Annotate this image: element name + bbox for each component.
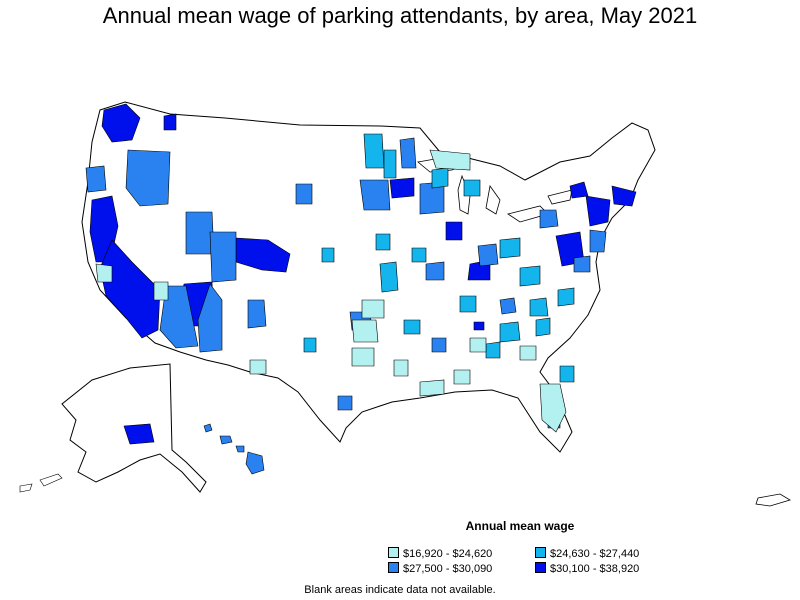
legend-swatch	[535, 547, 546, 558]
puerto-rico	[755, 493, 791, 507]
contiguous-us-outline	[81, 101, 656, 453]
areas-16920-24620	[95, 149, 567, 433]
legend-item-27500-30090: $27,500 - $30,090	[388, 562, 492, 575]
legend-label: $27,500 - $30,090	[403, 563, 493, 575]
legend-swatch	[535, 562, 546, 573]
legend-swatch	[388, 562, 399, 573]
legend-item-30100-38920: $30,100 - $38,920	[535, 562, 639, 575]
legend-swatch	[388, 547, 399, 558]
areas-24630-27440	[303, 133, 575, 383]
map-title: Annual mean wage of parking attendants, …	[102, 3, 698, 28]
hawaii-islands	[203, 423, 265, 475]
legend-title: Annual mean wage	[465, 519, 575, 533]
legend-label: $30,100 - $38,920	[550, 563, 640, 575]
legend-label: $24,630 - $27,440	[550, 548, 640, 560]
legend-label: $16,920 - $24,620	[403, 548, 493, 560]
legend-item-24630-27440: $24,630 - $27,440	[535, 547, 639, 560]
alaska-islands	[19, 473, 63, 493]
legend-item-16920-24620: $16,920 - $24,620	[388, 547, 492, 560]
footnote: Blank areas indicate data not available.	[304, 584, 496, 596]
